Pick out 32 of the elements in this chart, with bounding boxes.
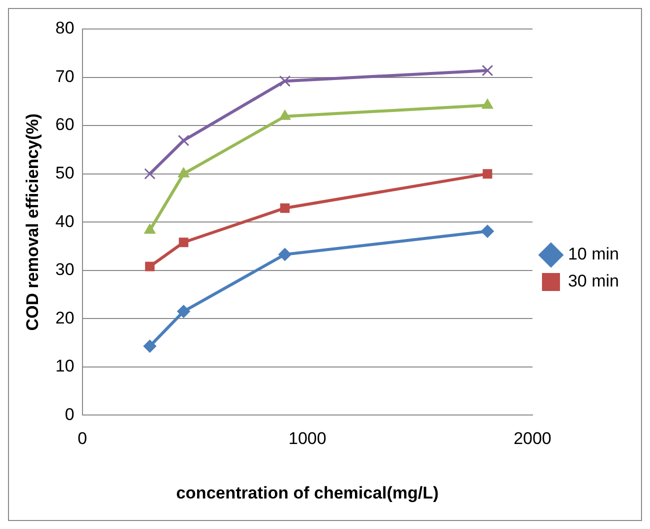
x-tick-label: 1000 xyxy=(288,429,326,448)
y-tick-label: 0 xyxy=(64,404,74,424)
point xyxy=(279,75,291,87)
y-tick-label: 60 xyxy=(55,115,74,134)
point xyxy=(480,224,494,238)
y-tick-label: 20 xyxy=(55,308,74,328)
point xyxy=(178,238,188,248)
point xyxy=(177,304,190,318)
point xyxy=(144,224,156,234)
legend-label: 30 min xyxy=(568,272,620,291)
y-tick-label: 30 xyxy=(55,260,74,280)
x-axis-title: concentration of chemical(mg/L) xyxy=(176,483,439,502)
x-tick-label: 2000 xyxy=(514,429,552,448)
y-tick-label: 10 xyxy=(55,356,74,376)
y-tick-label: 80 xyxy=(55,18,74,38)
point xyxy=(482,98,494,109)
point xyxy=(482,169,492,179)
point xyxy=(143,340,156,353)
point xyxy=(144,168,156,180)
legend-label: 10 min xyxy=(568,244,620,264)
point xyxy=(482,64,494,76)
y-tick-label: 50 xyxy=(55,164,74,183)
y-axis-title: COD removal efficiency(%) xyxy=(22,113,42,331)
y-tick-label: 70 xyxy=(55,66,74,86)
x-tick-label: 0 xyxy=(78,429,88,448)
point xyxy=(178,134,190,146)
y-tick-label: 40 xyxy=(55,212,74,231)
point xyxy=(278,248,292,261)
point xyxy=(279,110,291,120)
point xyxy=(280,203,290,213)
point xyxy=(178,167,190,178)
point xyxy=(145,262,155,272)
